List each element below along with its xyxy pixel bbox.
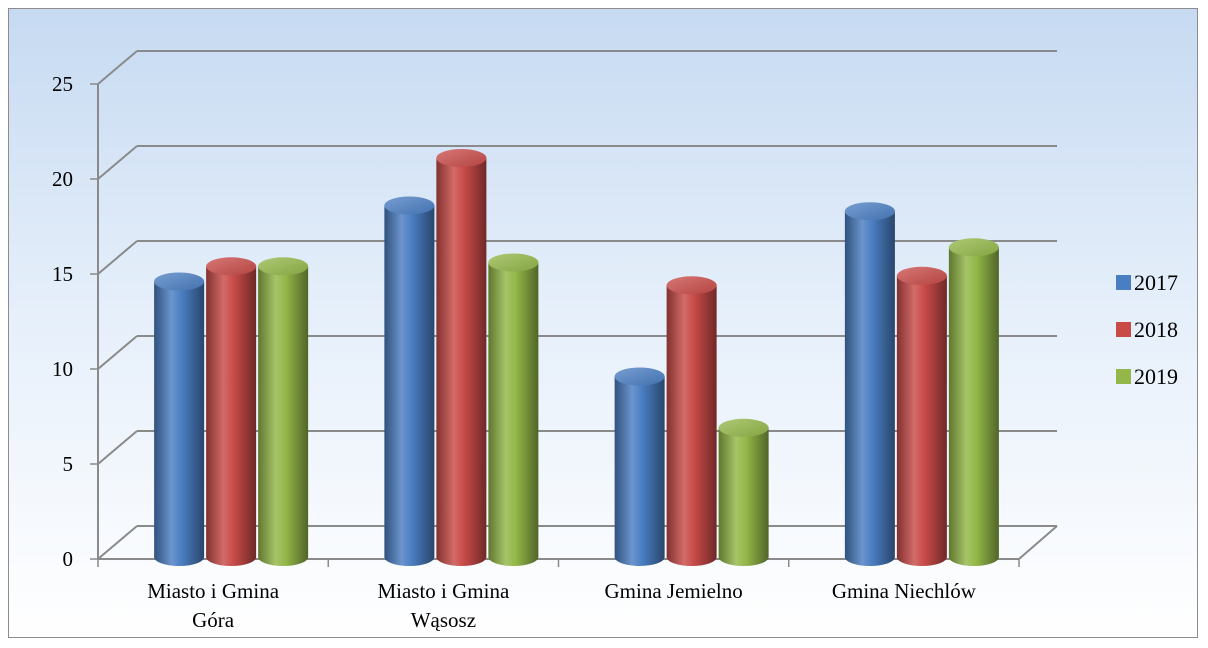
bar-body	[718, 427, 769, 566]
bar	[154, 272, 205, 566]
bar-cap	[948, 238, 999, 257]
bar-cap	[666, 276, 717, 295]
bar-body	[436, 158, 487, 566]
x-tick-label: Wąsosz	[411, 608, 476, 632]
y-tick-label: 15	[52, 262, 73, 286]
bars-layer	[154, 149, 999, 567]
gridline-side	[97, 240, 138, 275]
bar	[666, 276, 717, 566]
bar	[488, 253, 539, 566]
bar-cap	[258, 257, 309, 276]
gridline-side	[97, 335, 138, 370]
gridline-side	[97, 525, 138, 560]
bar-cap	[384, 196, 435, 215]
y-tick-label: 20	[52, 167, 73, 191]
bar	[384, 196, 435, 566]
bar-cap	[896, 266, 947, 285]
bar-body	[844, 211, 895, 566]
x-tick-label: Gmina Niechlów	[832, 579, 977, 603]
legend-swatch	[1116, 369, 1131, 384]
x-tick-label: Miasto i Gmina	[147, 579, 280, 603]
y-tick-label: 5	[63, 452, 74, 476]
legend-label: 2018	[1134, 317, 1178, 342]
y-tick-label: 0	[63, 547, 74, 571]
bar-body	[154, 281, 205, 566]
bar	[614, 367, 665, 566]
bar	[718, 418, 769, 566]
x-tick-label: Gmina Jemielno	[605, 579, 743, 603]
bar-body	[206, 266, 257, 566]
y-tick-labels: 0 5 10 15 20 25	[52, 72, 73, 571]
x-tick-labels: Miasto i Gmina Góra Miasto i Gmina Wąsosz Gm…	[147, 579, 977, 632]
bar	[436, 149, 487, 566]
chart-frame: 0 5 10 15 20 25 Miasto i Gmina Góra Miasto i Gm…	[8, 8, 1198, 638]
bar-cap	[718, 418, 769, 437]
bar-cap	[154, 272, 205, 291]
x-tick-label: Góra	[192, 608, 235, 632]
bar-body	[258, 266, 309, 566]
legend: 2017 2018 2019	[1116, 270, 1178, 389]
y-tick-label: 10	[52, 357, 73, 381]
bar-cap	[614, 367, 665, 386]
floor-edge	[1018, 525, 1058, 560]
gridline-side	[97, 430, 138, 465]
bar	[948, 238, 999, 567]
bar-body	[384, 205, 435, 566]
legend-label: 2017	[1134, 270, 1178, 295]
x-tick-label: Miasto i Gmina	[377, 579, 510, 603]
gridline-side	[97, 50, 138, 85]
bar-cap	[436, 149, 487, 167]
bar-cap	[488, 253, 539, 272]
gridline-side	[97, 145, 138, 180]
bar-cap	[206, 257, 257, 276]
bar-body	[614, 376, 665, 566]
bar-body	[666, 285, 717, 566]
bar-body	[488, 262, 539, 566]
bar-cap	[844, 202, 895, 221]
bar-body	[948, 247, 999, 567]
bar-body	[896, 275, 947, 566]
bar	[896, 266, 947, 566]
legend-swatch	[1116, 275, 1131, 290]
legend-swatch	[1116, 322, 1131, 337]
legend-label: 2019	[1134, 364, 1178, 389]
bar	[844, 202, 895, 566]
y-tick-label: 25	[52, 72, 73, 96]
bar	[206, 257, 257, 566]
bar	[258, 257, 309, 566]
